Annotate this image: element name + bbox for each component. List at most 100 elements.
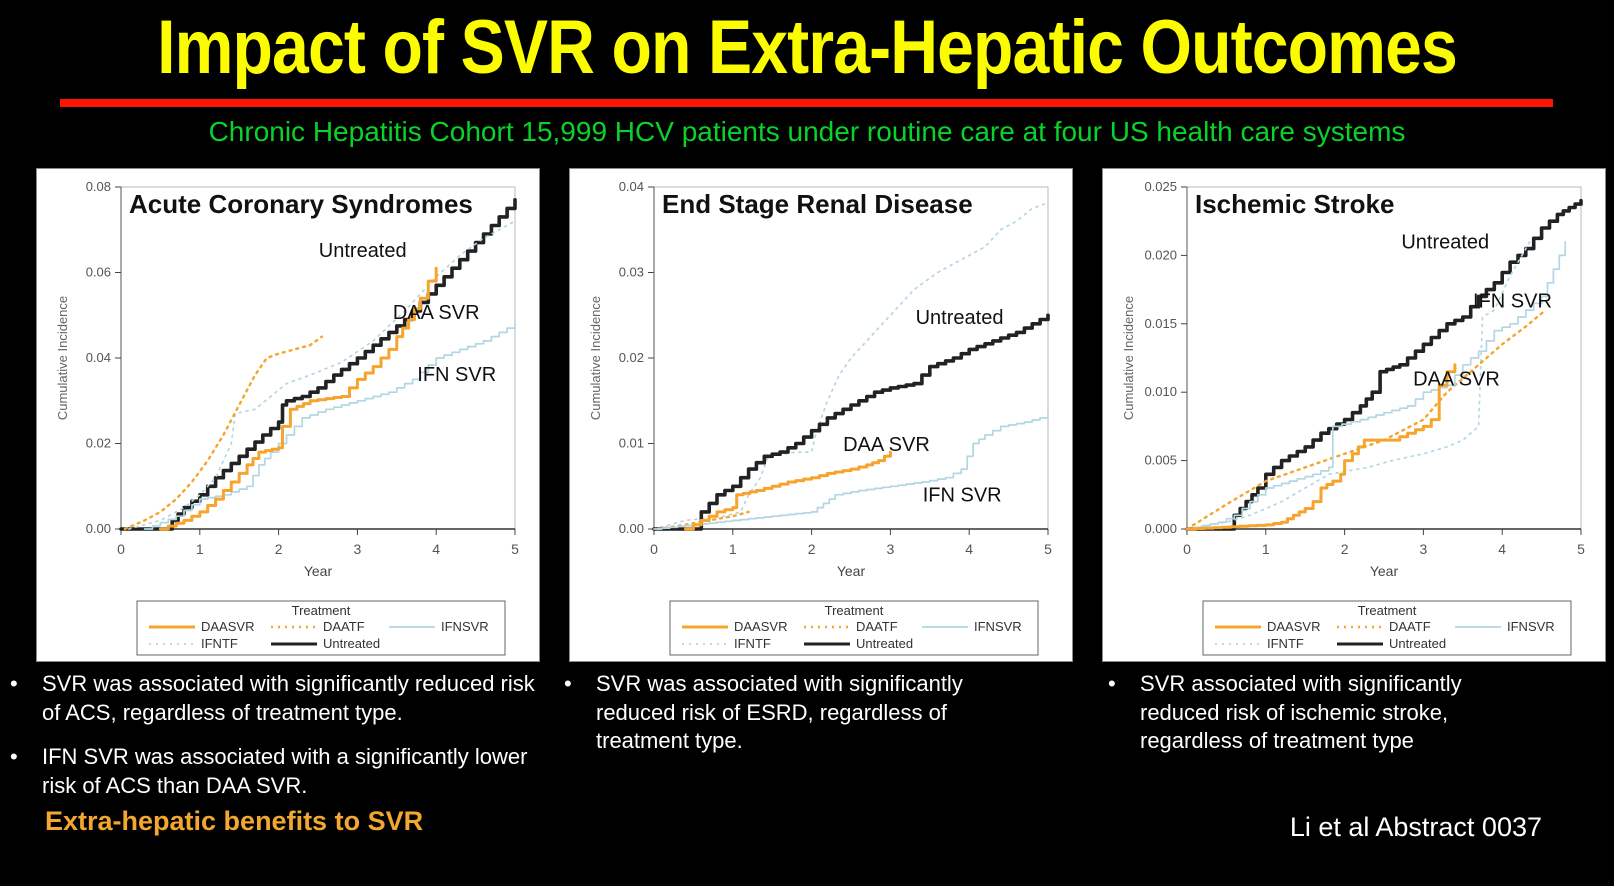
annotation-ifn-svr: IFN SVR <box>1473 290 1552 312</box>
bullet-list-acs: SVR was associated with significantly re… <box>8 670 540 800</box>
y-tick-label: 0.025 <box>1144 179 1177 194</box>
bullets-column-stroke: SVR associated with significantly reduce… <box>1080 670 1614 816</box>
x-tick-label: 0 <box>117 541 125 557</box>
title-underline <box>60 99 1553 107</box>
x-tick-label: 1 <box>196 541 204 557</box>
x-tick-label: 1 <box>1262 541 1270 557</box>
annotation-ifn-svr: IFN SVR <box>923 485 1002 507</box>
legend-label-IFNTF: IFNTF <box>1267 636 1304 651</box>
x-tick-label: 0 <box>1183 541 1191 557</box>
y-tick-label: 0.03 <box>619 265 644 280</box>
x-axis-label: Year <box>837 563 866 579</box>
y-tick-label: 0.00 <box>619 521 644 536</box>
chart-title: End Stage Renal Disease <box>662 189 973 219</box>
legend-label-DAATF: DAATF <box>1389 619 1431 634</box>
slide-subtitle: Chronic Hepatitis Cohort 15,999 HCV pati… <box>208 116 1406 147</box>
series-DAASVR <box>158 266 438 531</box>
x-tick-label: 3 <box>1420 541 1428 557</box>
y-tick-label: 0.02 <box>619 350 644 365</box>
legend-label-Untreated: Untreated <box>323 636 380 651</box>
y-tick-label: 0.01 <box>619 436 644 451</box>
series-IFNSVR <box>653 412 1049 530</box>
annotation-daa-svr: DAA SVR <box>1413 368 1500 390</box>
bullet-list-stroke: SVR associated with significantly reduce… <box>1106 670 1614 756</box>
y-tick-label: 0.015 <box>1144 316 1177 331</box>
series-IFNTF <box>128 220 516 530</box>
plot-area <box>120 186 516 530</box>
legend-label-Untreated: Untreated <box>1389 636 1446 651</box>
y-tick-label: 0.020 <box>1144 247 1177 262</box>
chart-title: Ischemic Stroke <box>1195 189 1394 219</box>
charts-row: 0.00 0.02 0.04 0.06 0.08 0 1 2 3 4 5 Year Cumulative… <box>36 168 1606 662</box>
series-Untreated <box>652 313 1050 531</box>
y-tick-label: 0.04 <box>619 179 644 194</box>
takeaway-text: Extra-hepatic benefits to SVR <box>45 806 424 836</box>
y-tick-label: 0.00 <box>86 521 111 536</box>
legend-title: Treatment <box>292 603 351 618</box>
legend-title: Treatment <box>825 603 884 618</box>
x-tick-label: 2 <box>1341 541 1349 557</box>
y-tick-label: 0.08 <box>86 179 111 194</box>
x-tick-label: 5 <box>1577 541 1585 557</box>
annotation-untreated: Untreated <box>916 307 1004 329</box>
legend-box <box>669 600 1039 656</box>
slide-title: Impact of SVR on Extra-Hepatic Outcomes <box>157 5 1458 90</box>
series-Untreated <box>1185 198 1583 531</box>
x-tick-label: 3 <box>887 541 895 557</box>
bullets-row: SVR was associated with significantly re… <box>0 670 1614 816</box>
x-tick-label: 0 <box>650 541 658 557</box>
x-tick-label: 2 <box>808 541 816 557</box>
chart-panel-stroke: 0.000 0.005 0.010 0.015 0.020 0.025 0 1 2 3 4 5 Year… <box>1102 168 1606 662</box>
series-IFNSVR <box>1186 240 1567 530</box>
bullet-item: IFN SVR was associated with a significan… <box>8 743 540 800</box>
legend-label-IFNTF: IFNTF <box>734 636 771 651</box>
legend-label-IFNSVR: IFNSVR <box>974 619 1022 634</box>
y-axis-label: Cumulative Incidence <box>1121 296 1136 420</box>
series-DAATF <box>123 335 324 531</box>
legend-label-DAASVR: DAASVR <box>1267 619 1320 634</box>
citation-text: Li et al Abstract 0037 <box>1289 812 1542 842</box>
chart-panel-acs: 0.00 0.02 0.04 0.06 0.08 0 1 2 3 4 5 Year Cumulative… <box>36 168 540 662</box>
stroke-chart: 0.000 0.005 0.010 0.015 0.020 0.025 0 1 2 3 4 5 Year… <box>1121 179 1585 656</box>
y-axis-label: Cumulative Incidence <box>588 296 603 420</box>
legend-label-IFNTF: IFNTF <box>201 636 238 651</box>
series-IFNTF <box>1186 240 1531 530</box>
legend-label-DAATF: DAATF <box>856 619 898 634</box>
x-tick-label: 5 <box>511 541 519 557</box>
chart-panel-esrd: 0.00 0.01 0.02 0.03 0.04 0 1 2 3 4 5 Year Cumulative… <box>569 168 1073 662</box>
x-axis-label: Year <box>1370 563 1399 579</box>
y-axis-label: Cumulative Incidence <box>55 296 70 420</box>
y-tick-label: 0.02 <box>86 436 111 451</box>
series-DAASVR <box>1185 363 1457 531</box>
bullet-item: SVR was associated with significantly re… <box>8 670 540 727</box>
bullets-column-esrd: SVR was associated with significantly re… <box>540 670 1080 816</box>
legend-label-DAATF: DAATF <box>323 619 365 634</box>
y-tick-label: 0.06 <box>86 265 111 280</box>
annotation-daa-svr: DAA SVR <box>843 434 930 456</box>
bullets-column-acs: SVR was associated with significantly re… <box>0 670 540 816</box>
annotation-untreated: Untreated <box>1401 232 1489 254</box>
series-DAASVR <box>684 450 892 531</box>
legend-label-IFNSVR: IFNSVR <box>441 619 489 634</box>
legend-label-Untreated: Untreated <box>856 636 913 651</box>
x-tick-label: 4 <box>965 541 973 557</box>
x-tick-label: 1 <box>729 541 737 557</box>
annotation-untreated: Untreated <box>319 240 407 262</box>
series-IFNSVR <box>143 322 516 530</box>
x-tick-label: 4 <box>432 541 440 557</box>
x-tick-label: 2 <box>275 541 283 557</box>
series-Untreated <box>119 198 517 531</box>
y-tick-label: 0.005 <box>1144 453 1177 468</box>
bullet-list-esrd: SVR was associated with significantly re… <box>562 670 1080 756</box>
legend-title: Treatment <box>1358 603 1417 618</box>
bullet-item: SVR was associated with significantly re… <box>562 670 1021 756</box>
legend-label-DAASVR: DAASVR <box>734 619 787 634</box>
y-tick-label: 0.000 <box>1144 521 1177 536</box>
acs-chart: 0.00 0.02 0.04 0.06 0.08 0 1 2 3 4 5 Year Cumulative… <box>55 179 519 656</box>
legend-box <box>136 600 506 656</box>
annotation-ifn-svr: IFN SVR <box>417 364 496 386</box>
x-tick-label: 3 <box>354 541 362 557</box>
x-axis-label: Year <box>304 563 333 579</box>
esrd-chart: 0.00 0.01 0.02 0.03 0.04 0 1 2 3 4 5 Year Cumulative… <box>588 179 1052 656</box>
